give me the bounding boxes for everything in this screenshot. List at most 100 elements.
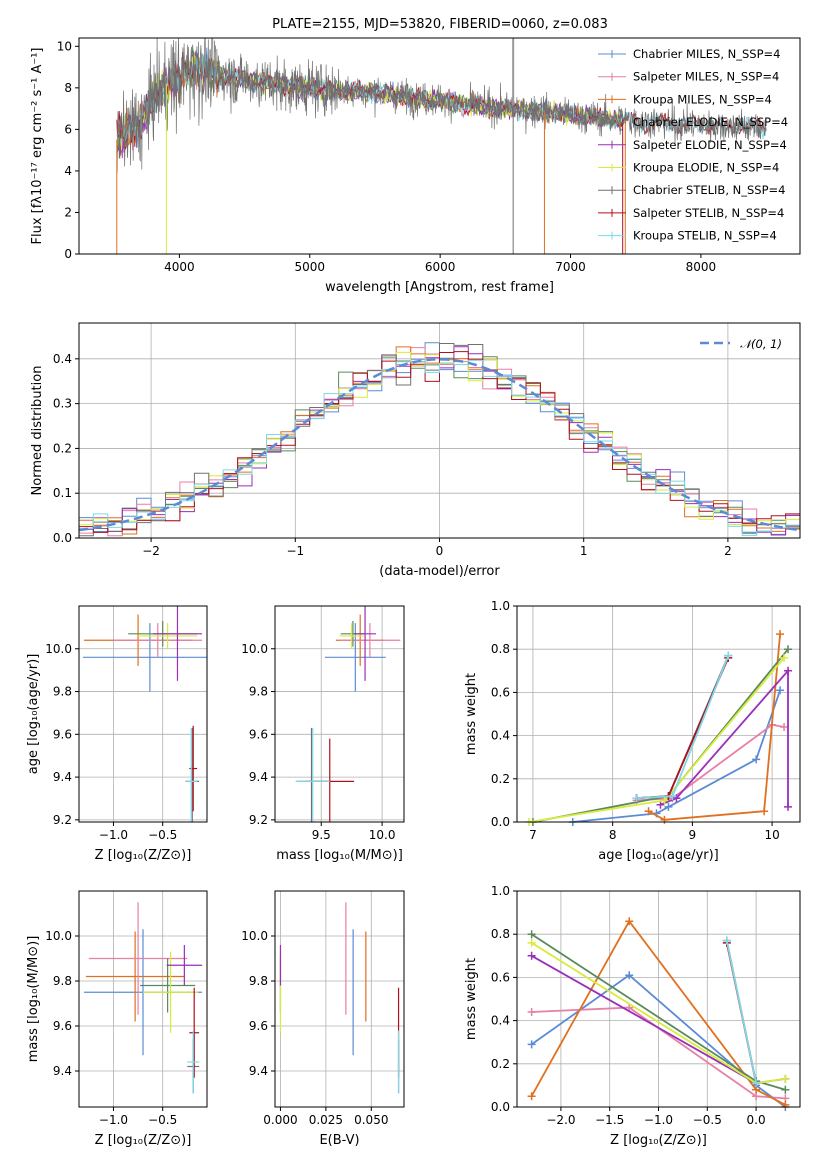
x-axis-label: age [log₁₀(age/yr)] xyxy=(598,848,719,863)
y-tick-label: 0.0 xyxy=(491,1100,510,1114)
y-tick-label: 10.0 xyxy=(45,929,72,943)
x-tick-label: 8 xyxy=(609,828,617,842)
legend-label: Kroupa MILES, N_SSP=4 xyxy=(633,92,772,106)
axes-frame xyxy=(78,890,208,1108)
age_vs_Z-panel: −1.0 −0.5 9.2 9.4 9.6 9.8 10.0 Z [log₁₀(Z/Z⊙)] a… xyxy=(26,605,208,863)
errorbar-point xyxy=(143,951,199,1033)
x-axis-label: Z [log₁₀(Z/Z⊙)] xyxy=(95,848,192,863)
x-tick-label: −2.0 xyxy=(546,1113,575,1127)
y-tick-label: 0.2 xyxy=(491,772,510,786)
weight-marker xyxy=(776,686,785,695)
y-tick-label: 9.6 xyxy=(249,727,268,741)
weight-marker xyxy=(724,651,733,660)
y-tick-label: 0.4 xyxy=(491,1014,510,1028)
y-tick-label: 0.2 xyxy=(53,441,72,455)
figure-title: PLATE=2155, MJD=53820, FIBERID=0060, z=0… xyxy=(272,17,608,32)
y-axis-label: Normed distribution xyxy=(30,366,45,496)
errorbar-point xyxy=(138,623,198,649)
y-tick-label: 0.8 xyxy=(491,642,510,656)
weight-marker xyxy=(784,666,793,675)
x-tick-label: −2 xyxy=(142,544,160,558)
weight-line-salpeter-miles xyxy=(636,723,785,802)
x-axis-label: (data-model)/error xyxy=(379,564,500,579)
weight-marker xyxy=(625,917,634,926)
x-axis-label: wavelength [Angstrom, rest frame] xyxy=(325,280,554,295)
weight-marker xyxy=(632,794,641,803)
x-tick-label: −1.5 xyxy=(595,1113,624,1127)
y-tick-label: 9.8 xyxy=(53,974,72,988)
y-tick-label: 0.4 xyxy=(491,729,510,743)
weight-marker xyxy=(781,1085,790,1094)
errorbar-point xyxy=(324,623,386,692)
axes-frame xyxy=(78,605,208,823)
errorbar-point xyxy=(295,727,330,822)
axes-frame xyxy=(78,37,801,255)
y-tick-label: 0.0 xyxy=(53,531,72,545)
x-tick-label: 9.5 xyxy=(312,828,331,842)
x-tick-label: 4000 xyxy=(164,260,195,274)
errorbar-point xyxy=(82,623,207,692)
y-tick-label: 2 xyxy=(64,205,72,219)
y-tick-label: 9.6 xyxy=(53,727,72,741)
x-tick-label: 2 xyxy=(724,544,732,558)
legend-label: Chabrier MILES, N_SSP=4 xyxy=(633,47,780,61)
y-axis-label: mass [log₁₀(M/M⊙)] xyxy=(26,936,41,1063)
x-tick-label: 6000 xyxy=(425,260,456,274)
y-axis-label: mass weight xyxy=(464,958,479,1040)
x-tick-label: 5000 xyxy=(294,260,325,274)
legend-label: Salpeter STELIB, N_SSP=4 xyxy=(633,206,784,220)
x-tick-label: −0.5 xyxy=(693,1113,722,1127)
y-tick-label: 9.4 xyxy=(249,770,268,784)
y-tick-label: 9.2 xyxy=(249,813,268,827)
spectrum-panel: 4000 5000 6000 7000 8000 0 2 4 6 8 10 wavelength [A… xyxy=(30,37,801,295)
y-tick-label: 0 xyxy=(64,247,72,261)
x-tick-label: −1.0 xyxy=(99,1113,128,1127)
histogram-kroupa-stelib xyxy=(79,359,800,536)
weight-marker xyxy=(780,722,789,731)
x-axis-label: Z [log₁₀(Z/Z⊙)] xyxy=(610,1133,707,1148)
x-tick-label: 9 xyxy=(689,828,697,842)
legend-label: Kroupa STELIB, N_SSP=4 xyxy=(633,229,777,243)
x-tick-label: 1 xyxy=(580,544,588,558)
y-tick-label: 9.8 xyxy=(249,974,268,988)
errorbar-point xyxy=(152,606,203,681)
errorbar-point xyxy=(339,623,364,649)
x-axis-label: mass [log₁₀(M/M⊙)] xyxy=(276,848,403,863)
residual-legend: 𝒩(0, 1) xyxy=(700,337,782,351)
legend-label: Salpeter MILES, N_SSP=4 xyxy=(633,70,779,84)
y-tick-label: 0.3 xyxy=(53,397,72,411)
x-tick-label: −0.5 xyxy=(148,828,177,842)
mass_vs_EBV-panel: 0.000 0.025 0.050 9.4 9.6 9.8 10.0 E(B-V) xyxy=(241,890,405,1148)
x-tick-label: −0.5 xyxy=(148,1113,177,1127)
y-tick-label: 10.0 xyxy=(241,929,268,943)
weight-line-chabrier-stelib xyxy=(636,655,730,800)
errorbar-point xyxy=(354,606,377,681)
y-tick-label: 10.0 xyxy=(45,642,72,656)
weight-line-kroupa-miles xyxy=(530,919,786,1106)
x-axis-label: Z [log₁₀(Z/Z⊙)] xyxy=(95,1133,192,1148)
x-tick-label: 0.0 xyxy=(747,1113,766,1127)
weight-marker xyxy=(722,936,731,945)
weight-marker xyxy=(527,1040,536,1049)
weight-marker xyxy=(781,1100,790,1109)
errorbar-point xyxy=(140,958,196,1013)
weight-marker xyxy=(752,755,761,764)
x-tick-label: 0.025 xyxy=(309,1113,343,1127)
errorbar-point xyxy=(187,1030,200,1094)
x-tick-label: 10.0 xyxy=(369,828,396,842)
y-tick-label: 4 xyxy=(64,164,72,178)
weight-marker xyxy=(776,630,785,639)
weight-marker xyxy=(527,1007,536,1016)
y-axis-label: mass weight xyxy=(464,673,479,755)
y-tick-label: 8 xyxy=(64,81,72,95)
weight-marker xyxy=(668,792,677,801)
y-tick-label: 0.1 xyxy=(53,486,72,500)
x-tick-label: −1.0 xyxy=(99,828,128,842)
y-tick-label: 0.0 xyxy=(491,815,510,829)
weight-line-salpeter-elodie xyxy=(660,668,789,807)
weight-marker xyxy=(660,815,669,824)
y-tick-label: 9.2 xyxy=(53,813,72,827)
x-tick-label: 0.000 xyxy=(263,1113,297,1127)
y-tick-label: 9.6 xyxy=(249,1019,268,1033)
